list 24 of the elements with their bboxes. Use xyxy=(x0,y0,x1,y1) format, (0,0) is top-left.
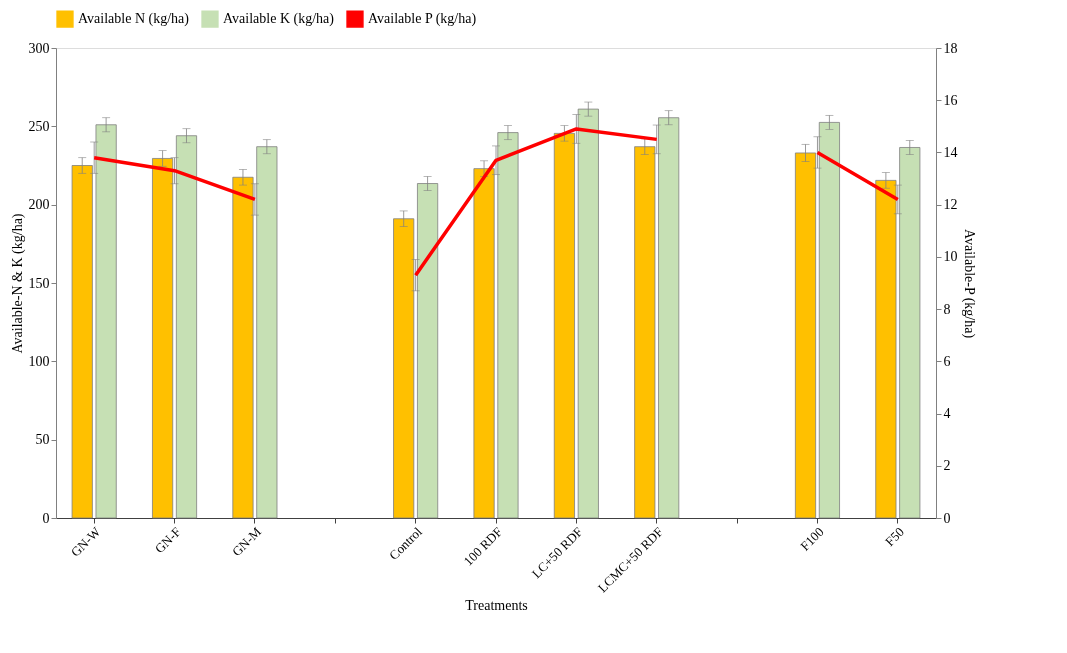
legend-label: Available P (kg/ha) xyxy=(368,11,477,28)
legend-label: Available K (kg/ha) xyxy=(223,11,335,28)
y-tick-label: 100 xyxy=(28,353,50,369)
y2-tick-label: 18 xyxy=(943,40,958,56)
y2-tick-label: 2 xyxy=(943,458,951,474)
y-axis-title: Available-N & K (kg/ha) xyxy=(9,213,26,354)
y2-tick-label: 8 xyxy=(943,301,951,317)
y-tick-label: 50 xyxy=(35,432,50,448)
legend-label: Available N (kg/ha) xyxy=(78,11,190,28)
y2-tick-label: 14 xyxy=(943,144,958,160)
y2-tick-label: 16 xyxy=(943,92,958,108)
y-tick-label: 250 xyxy=(28,118,50,134)
y2-tick-label: 6 xyxy=(943,353,951,369)
y2-tick-label: 12 xyxy=(943,197,958,213)
y2-tick-label: 0 xyxy=(943,510,951,526)
y2-axis-title: Available-P (kg/ha) xyxy=(960,228,977,339)
y2-tick-label: 10 xyxy=(943,249,958,265)
y-tick-label: 200 xyxy=(28,197,50,213)
x-tick-label: F50 xyxy=(882,524,908,549)
x-axis-title: Treatments xyxy=(465,598,528,614)
y-tick-label: 150 xyxy=(28,275,50,291)
y-tick-label: 0 xyxy=(42,510,50,526)
y2-tick-label: 4 xyxy=(943,406,951,422)
y-tick-label: 300 xyxy=(28,40,50,56)
